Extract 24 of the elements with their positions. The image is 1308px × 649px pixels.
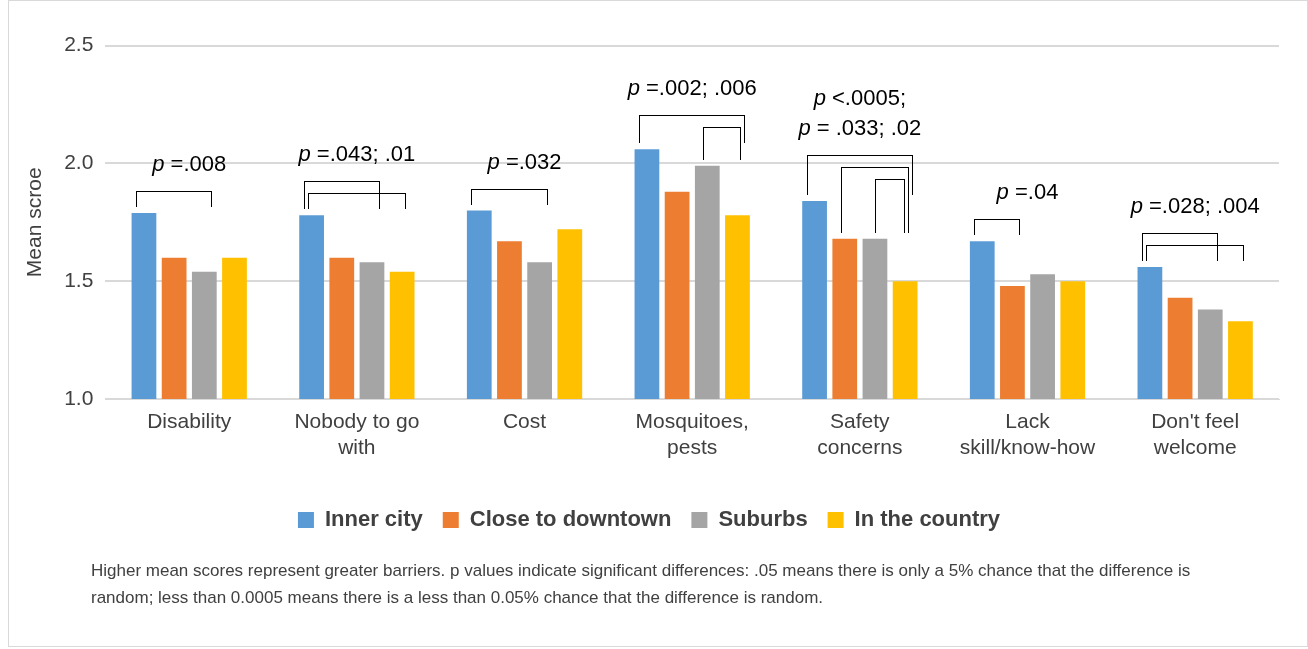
annotation: p =.043; .01 bbox=[297, 141, 416, 167]
annotation: p =.002; .006 bbox=[626, 75, 757, 101]
legend-label: Inner city bbox=[324, 506, 424, 532]
y-tick-label: 2.0 bbox=[64, 150, 94, 174]
annotation: p =.032 bbox=[486, 148, 562, 174]
y-tick-label: 2.5 bbox=[64, 32, 94, 56]
x-tick-label: Lack skill/know-how bbox=[959, 409, 1097, 458]
annotation: p <.0005; p = .033; .02 bbox=[797, 85, 922, 141]
x-tick-label: Disability bbox=[147, 409, 232, 433]
y-tick-label: 1.0 bbox=[64, 385, 94, 409]
x-tick-label: Cost bbox=[502, 409, 547, 433]
text: Higher mean scores represent greater barriers. p values indicate significant differences: .05 means there is only a 5% chance that the difference is random; less than 0.0005 means there is a less than 0.05% chance that the difference is random. bbox=[91, 560, 1192, 609]
legend-label: In the country bbox=[854, 506, 1001, 532]
legend-label: Suburbs bbox=[718, 506, 808, 532]
y-tick-label: 1.5 bbox=[64, 268, 94, 291]
y-axis-title: Mean scroe bbox=[22, 167, 46, 278]
annotation: p =.028; .004 bbox=[1129, 193, 1260, 219]
x-tick-label: Safety concerns bbox=[817, 409, 903, 458]
annotation: p =.04 bbox=[995, 179, 1059, 205]
x-tick-label: Nobody to go with bbox=[294, 409, 420, 458]
legend-label: Close to downtown bbox=[469, 506, 672, 532]
annotation: p =.008 bbox=[151, 150, 227, 176]
x-tick-label: Mosquitoes, pests bbox=[635, 409, 749, 458]
x-tick-label: Don't feel welcome bbox=[1151, 409, 1240, 458]
